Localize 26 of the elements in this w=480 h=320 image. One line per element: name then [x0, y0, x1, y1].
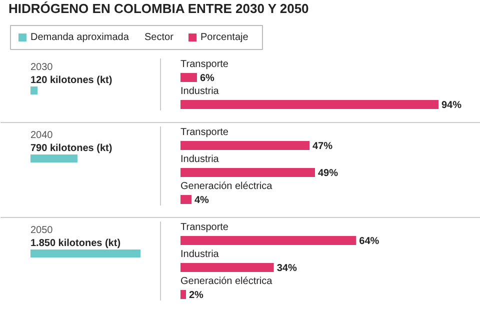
chart-title: HIDRÓGENO EN COLOMBIA ENTRE 2030 Y 2050 [8, 1, 309, 16]
legend-label: Porcentaje [200, 32, 249, 43]
y-axis-title: Sector [144, 32, 174, 43]
y-tick-label: Transporte [180, 127, 229, 138]
data-label: 2% [188, 290, 204, 301]
data-label: 6% [200, 73, 215, 84]
data-label: 1.850 kilotones (kt) [30, 238, 121, 249]
y-tick-label: Industria [180, 86, 220, 97]
y-tick-label: Generación eléctrica [180, 276, 273, 287]
data-label: 64% [359, 236, 380, 247]
data-label: 47% [312, 141, 333, 152]
y-tick-label: Transporte [180, 222, 229, 233]
data-label: 34% [276, 263, 297, 274]
y-tick-label: 2030 [30, 62, 54, 73]
y-tick-label: 2050 [30, 225, 54, 236]
y-tick-label: Transporte [180, 59, 229, 70]
data-label: 49% [318, 168, 338, 179]
y-tick-label: Industria [180, 249, 220, 260]
y-tick-label: 2040 [30, 130, 54, 141]
data-label: 120 kilotones (kt) [30, 75, 112, 86]
y-tick-label: Generación eléctrica [180, 181, 273, 192]
legend-label: Demanda aproximada [30, 32, 130, 43]
data-label: 94% [442, 100, 462, 111]
y-tick-label: Industria [180, 154, 220, 165]
data-label: 790 kilotones (kt) [30, 143, 112, 154]
data-label: 4% [194, 195, 210, 206]
